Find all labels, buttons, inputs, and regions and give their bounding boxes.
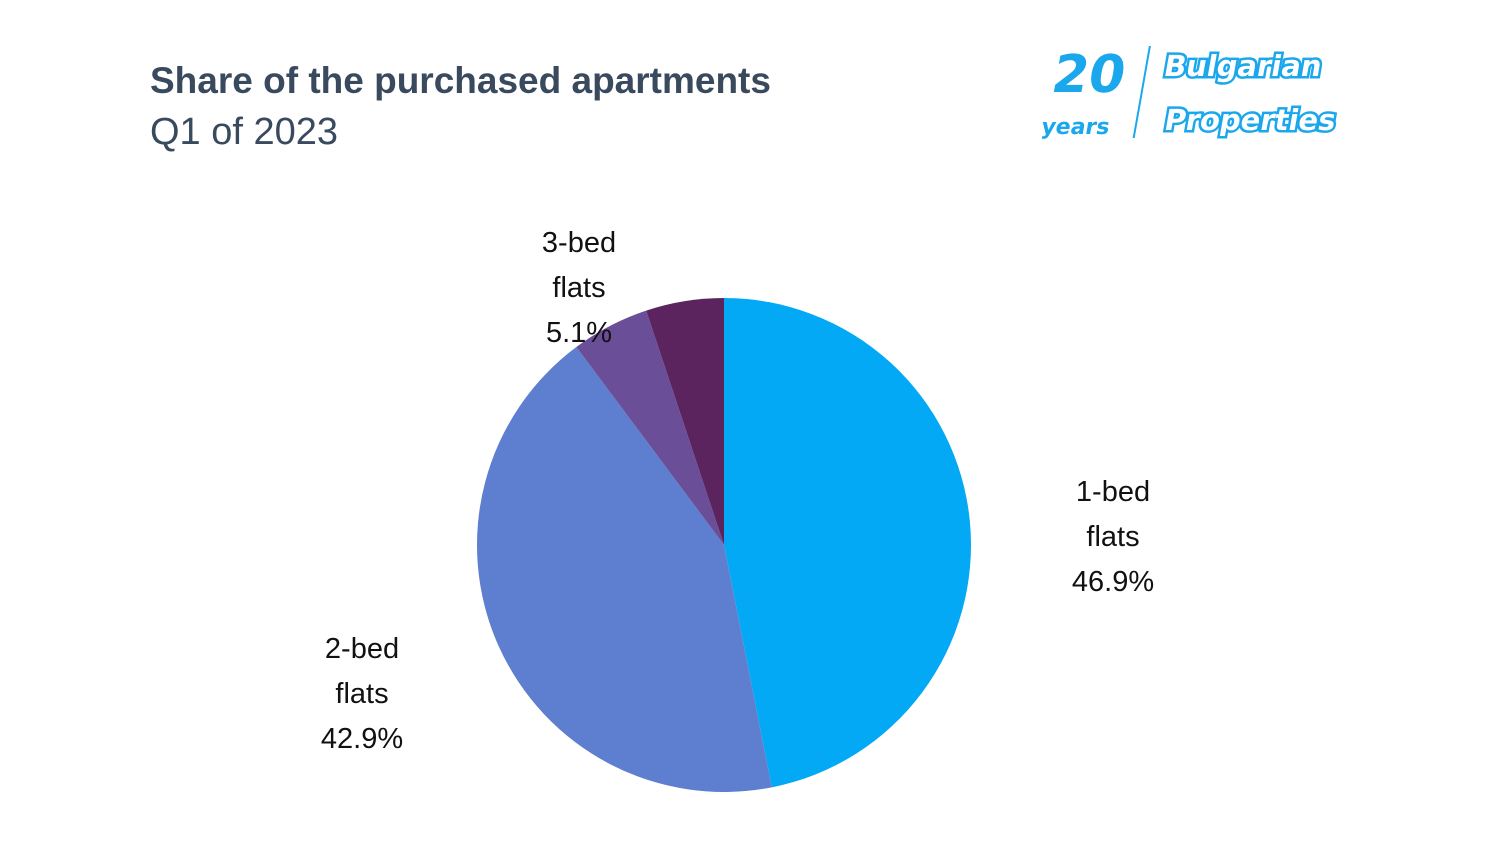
label-line: 3-bed	[541, 227, 617, 259]
logo-number: 20	[1047, 44, 1130, 105]
pie-slice-2	[477, 347, 772, 792]
logo-line2: Properties	[1162, 103, 1339, 137]
pie-slice-4	[646, 298, 724, 545]
label-line: 2-bed	[324, 633, 400, 665]
chart-title: Share of the purchased apartments	[150, 60, 771, 101]
slice-label-1-bed: 1-bed flats 46.9%	[1013, 470, 1213, 605]
label-line: 1-bed	[1075, 476, 1151, 508]
chart-subtitle: Q1 of 2023	[150, 111, 339, 153]
bulgarian-properties-logo: 20 years Bulgarian Properties	[1039, 44, 1341, 140]
label-line: flats	[335, 678, 389, 710]
slice-label-3-bed: 3-bed flats 5.1%	[479, 221, 679, 356]
label-line: flats	[1086, 521, 1140, 553]
percent-label: 46.9%	[1071, 566, 1155, 598]
slice-label-2-bed: 2-bed flats 42.9%	[262, 627, 462, 762]
logo-line1: Bulgarian	[1161, 49, 1324, 83]
percent-label: 42.9%	[320, 723, 404, 755]
logo-years: years	[1039, 114, 1112, 140]
pie-slice-3	[576, 310, 724, 545]
pie-slice-1	[724, 298, 971, 788]
label-line: flats	[552, 272, 606, 304]
percent-label: 5.1%	[545, 317, 613, 349]
